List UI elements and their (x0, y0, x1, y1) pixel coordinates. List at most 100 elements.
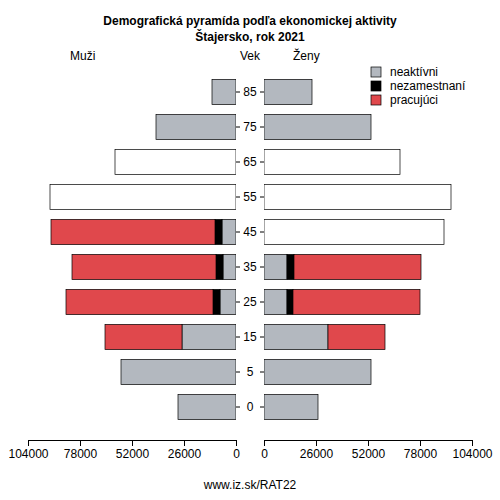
subtitle: Štajersko, rok 2021 (195, 29, 305, 44)
legend-swatch (371, 81, 381, 91)
bar (264, 394, 318, 419)
tick-mark (260, 197, 264, 198)
tick-mark (420, 440, 421, 446)
bar (293, 289, 420, 314)
tick-label: 78000 (64, 447, 98, 461)
bar (264, 184, 451, 209)
tick-label: 0 (261, 447, 268, 461)
legend-swatch (371, 95, 381, 105)
tick-label: 78000 (404, 447, 438, 461)
tick: 75 (236, 120, 264, 134)
tick-label: 65 (243, 155, 257, 169)
tick: 0 (261, 440, 268, 461)
tick: 78000 (404, 440, 438, 461)
bar (264, 219, 444, 244)
tick-mark (236, 372, 240, 373)
tick-label: 25 (243, 295, 257, 309)
tick-mark (260, 407, 264, 408)
x-axis-women: 0 26000 52000 78000 104000 (261, 440, 493, 461)
bar (264, 359, 371, 384)
tick-mark (236, 267, 240, 268)
bars-women (264, 79, 451, 419)
tick: 26000 (168, 440, 202, 461)
bar (287, 254, 294, 279)
bar (178, 394, 236, 419)
tick: 55 (236, 190, 264, 204)
bar (264, 254, 287, 279)
bar (215, 219, 222, 244)
legend-swatch (371, 67, 381, 77)
source: www.iz.sk/RAT22 (203, 478, 297, 492)
tick-mark (316, 440, 317, 446)
tick: 45 (236, 225, 264, 239)
tick-label: 26000 (300, 447, 334, 461)
tick: 26000 (300, 440, 334, 461)
tick-mark (236, 407, 240, 408)
tick-label: 26000 (168, 447, 202, 461)
bar (264, 324, 328, 349)
tick: 104000 (452, 440, 492, 461)
tick: 0 (233, 440, 240, 461)
tick: 78000 (64, 440, 98, 461)
tick-label: 55 (243, 190, 257, 204)
bar (328, 324, 385, 349)
tick-label: 52000 (116, 447, 150, 461)
bar (212, 79, 236, 104)
tick-mark (236, 162, 240, 163)
tick-mark (260, 232, 264, 233)
tick-mark (80, 440, 81, 446)
tick-label: 0 (247, 400, 254, 414)
legend-label: pracujúci (390, 93, 438, 107)
tick-label: 35 (243, 260, 257, 274)
tick-mark (184, 440, 185, 446)
bar (264, 114, 371, 139)
tick-mark (236, 92, 240, 93)
tick-mark (260, 127, 264, 128)
bar (264, 149, 400, 174)
bar (182, 324, 236, 349)
tick-mark (236, 127, 240, 128)
tick-mark (260, 162, 264, 163)
tick: 85 (236, 85, 264, 99)
legend-label: neaktívni (390, 65, 438, 79)
y-axis: 0 5 15 25 35 45 55 65 75 85 (236, 85, 264, 414)
panel-label: Muži (70, 49, 95, 63)
tick-label: 15 (243, 330, 257, 344)
tick: 5 (236, 365, 264, 379)
bar (72, 254, 216, 279)
bar (51, 219, 215, 244)
bar (222, 219, 236, 244)
tick: 35 (236, 260, 264, 274)
tick-mark (260, 92, 264, 93)
tick-label: 85 (243, 85, 257, 99)
legend-label: nezamestnaní (390, 79, 466, 93)
bar (223, 254, 236, 279)
tick: 0 (236, 400, 264, 414)
bar (115, 149, 236, 174)
bar (121, 359, 236, 384)
chart: 0 26000 52000 78000 104000 0 26000 52000 78000 10… (0, 0, 500, 500)
tick: 52000 (352, 440, 386, 461)
bar (213, 289, 220, 314)
bar (216, 254, 223, 279)
axis-title: Vek (240, 49, 261, 63)
bar (264, 289, 287, 314)
bar (66, 289, 213, 314)
tick-mark (260, 267, 264, 268)
tick: 25 (236, 295, 264, 309)
tick: 15 (236, 330, 264, 344)
bar (294, 254, 421, 279)
tick-mark (260, 302, 264, 303)
bar (105, 324, 182, 349)
bar (156, 114, 236, 139)
tick: 104000 (8, 440, 48, 461)
tick-mark (236, 440, 237, 446)
bars-men (50, 79, 236, 419)
tick-mark (236, 302, 240, 303)
tick-mark (472, 440, 473, 446)
tick-label: 104000 (8, 447, 48, 461)
tick-mark (236, 197, 240, 198)
tick-label: 45 (243, 225, 257, 239)
tick-label: 75 (243, 120, 257, 134)
tick-mark (28, 440, 29, 446)
